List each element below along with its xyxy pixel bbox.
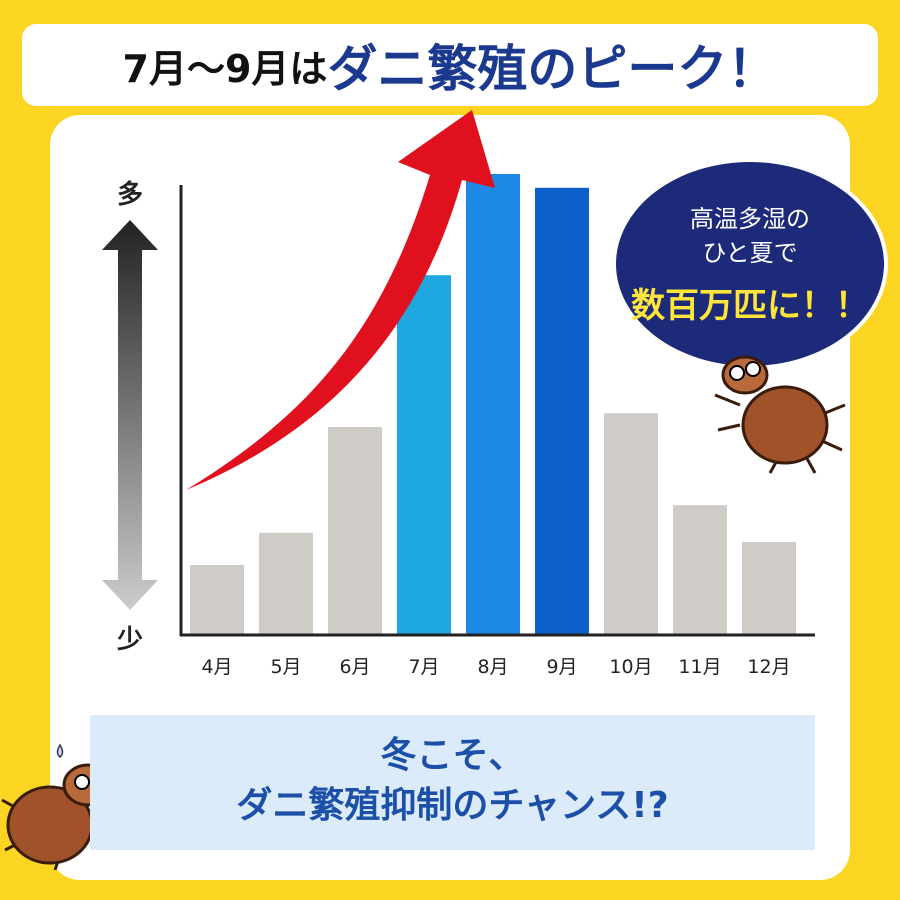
bar-7月 — [397, 275, 451, 634]
bubble-line-2: ひと夏で — [702, 239, 798, 267]
y-label-bottom: 少 — [116, 625, 143, 655]
x-tick-label: 12月 — [747, 656, 790, 678]
bar-12月 — [742, 542, 796, 634]
headline-prefix: 7月～9月は — [122, 46, 328, 91]
x-tick-label: 4月 — [201, 656, 232, 678]
bottom-message: 冬こそ、 ダニ繁殖抑制のチャンス!? — [90, 715, 815, 850]
x-tick-label: 6月 — [339, 656, 370, 678]
x-tick-label: 10月 — [609, 656, 652, 678]
bubble-line-1: 高温多湿の — [690, 205, 810, 233]
x-tick-label: 5月 — [270, 656, 301, 678]
bar-8月 — [466, 174, 520, 634]
bar-6月 — [328, 427, 382, 634]
headline: 7月～9月は ダニ繁殖のピーク！ — [22, 24, 878, 106]
scale-arrow-icon — [102, 220, 158, 610]
x-tick-label: 7月 — [408, 656, 439, 678]
trend-arrow — [186, 110, 495, 490]
x-tick-label: 9月 — [546, 656, 577, 678]
bar-10月 — [604, 413, 658, 634]
bar-5月 — [259, 532, 313, 634]
headline-highlight: ダニ繁殖のピーク！ — [327, 40, 778, 98]
mite-icon — [714, 355, 846, 474]
speech-bubble: 高温多湿の ひと夏で 数百万匹に！！ — [612, 158, 888, 370]
bar-11月 — [673, 505, 727, 634]
bubble-emphasis: 数百万匹に！！ — [631, 286, 869, 326]
bar-9月 — [535, 187, 589, 635]
x-tick-label: 8月 — [477, 656, 508, 678]
bar-4月 — [190, 565, 244, 634]
y-label-top: 多 — [117, 180, 143, 210]
bottom-line-1: 冬こそ、 — [380, 735, 525, 776]
bottom-line-2: ダニ繁殖抑制のチャンス!? — [236, 785, 669, 826]
x-tick-label: 11月 — [678, 656, 721, 678]
